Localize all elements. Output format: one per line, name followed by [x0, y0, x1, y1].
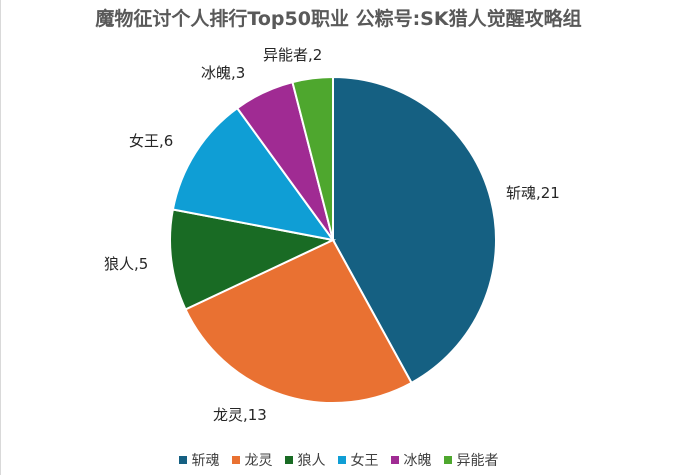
legend-item-5: 冰魄: [390, 450, 432, 470]
legend-swatch: [443, 456, 452, 464]
legend-item-3: 狼人: [284, 450, 326, 470]
chart-title: 魔物征讨个人排行Top50职业 公粽号:SK猎人觉醒攻略组: [95, 8, 582, 30]
pie-slice-6: [291, 75, 334, 241]
data-label-2: 龙灵,13: [213, 406, 267, 424]
data-label-4: 女王,6: [129, 132, 173, 150]
legend-swatch: [390, 456, 399, 464]
legend-swatch: [337, 456, 346, 464]
pie-slice-1: [332, 75, 497, 385]
legend: 斩魂 龙灵 狼人 女王 冰魄 异能者: [1, 450, 676, 470]
legend-label: 龙灵: [244, 453, 273, 469]
legend-label: 冰魄: [403, 453, 432, 469]
legend-label: 斩魂: [191, 453, 220, 469]
data-label-1: 斩魂,21: [506, 184, 560, 202]
data-label-3: 狼人,5: [104, 255, 148, 273]
legend-swatch: [284, 456, 293, 464]
data-label-5: 冰魄,3: [201, 64, 245, 82]
legend-item-2: 龙灵: [231, 450, 273, 470]
pie-slice-4: [171, 106, 336, 242]
data-label-6: 异能者,2: [263, 46, 322, 64]
legend-swatch: [231, 456, 240, 464]
pie-slice-2: [184, 238, 413, 405]
legend-label: 异能者: [456, 453, 499, 469]
legend-item-4: 女王: [337, 450, 379, 470]
legend-swatch: [178, 456, 187, 464]
legend-label: 狼人: [297, 453, 326, 469]
legend-item-6: 异能者: [443, 450, 499, 470]
legend-label: 女王: [350, 453, 379, 469]
pie-slice-3: [169, 208, 337, 311]
legend-item-1: 斩魂: [178, 450, 220, 470]
